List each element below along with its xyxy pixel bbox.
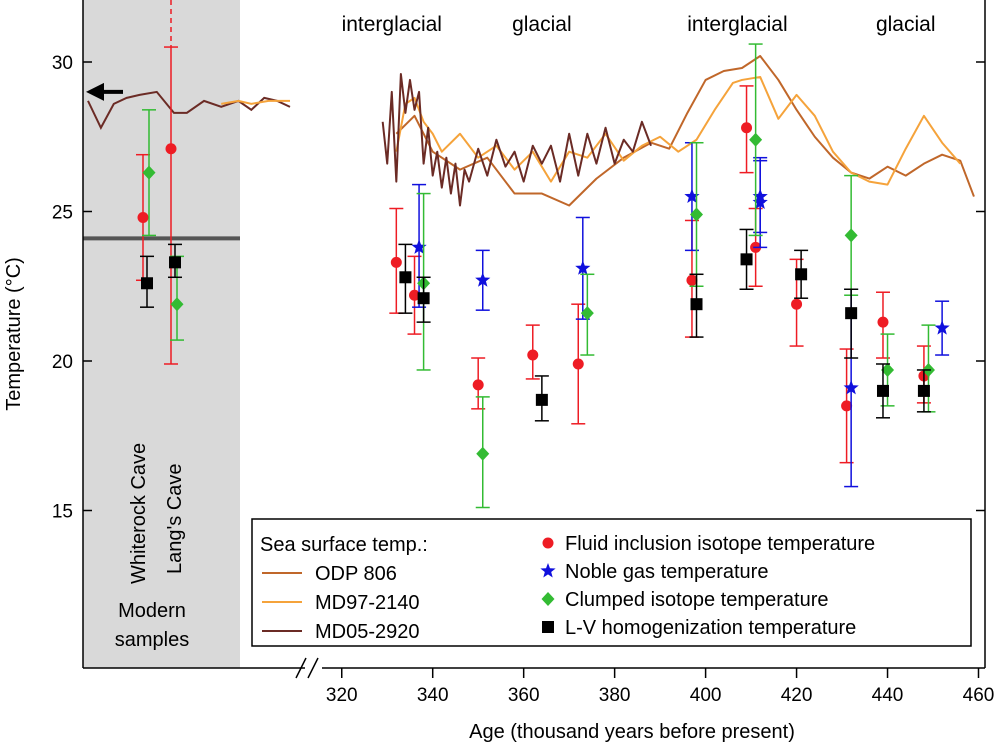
y-axis-ticks: 15 20 25 30: [52, 53, 985, 523]
star-point: [411, 239, 427, 254]
square-point: [740, 253, 753, 266]
diamond-point: [476, 446, 490, 461]
legend-marker-star: [540, 563, 556, 578]
legend-sst-heading: Sea surface temp.:: [260, 534, 428, 556]
y-tick-label: 25: [52, 203, 73, 224]
y-axis-title: Temperature (°C): [3, 257, 25, 411]
circle-point: [527, 349, 539, 361]
diamond-point: [881, 362, 895, 377]
modern-square-point: [169, 256, 181, 269]
sst-series-lines: [381, 55, 975, 207]
x-axis-ticks: 320 340 360 380 400 420 440 460: [326, 668, 994, 706]
circle-point: [390, 256, 402, 268]
circle-point: [841, 400, 853, 412]
star-point: [752, 194, 768, 210]
x-axis-title: Age (thousand years before present): [469, 721, 795, 743]
modern-circle-point: [137, 211, 149, 223]
circle-point: [572, 358, 584, 370]
legend-label: MD05-2920: [315, 621, 420, 643]
sst-line-md05-2920: [381, 72, 652, 207]
modern-square-point: [141, 277, 153, 290]
diamond-point: [749, 132, 763, 147]
legend-marker-diamond: [541, 592, 555, 606]
period-label: interglacial: [687, 13, 787, 36]
circle-point: [686, 274, 698, 286]
legend-marker-square: [542, 621, 554, 633]
circle-point: [791, 298, 803, 310]
x-tick-label: 320: [326, 685, 358, 706]
y-tick-label: 15: [52, 502, 73, 523]
star-point: [575, 260, 591, 275]
legend: Sea surface temp.: ODP 806 MD97-2140 MD05-…: [251, 518, 972, 647]
modern-diamond-point: [170, 297, 184, 312]
star-point: [475, 272, 491, 287]
square-point: [917, 384, 930, 397]
diamond-point: [844, 228, 858, 243]
x-tick-label: 340: [417, 685, 449, 706]
x-tick-label: 460: [963, 685, 995, 706]
legend-label: Fluid inclusion isotope temperature: [565, 533, 875, 555]
square-point: [845, 307, 858, 320]
x-tick-label: 440: [872, 685, 904, 706]
modern-sst-arrow-icon: [86, 82, 123, 101]
square-point: [795, 268, 808, 281]
square-point: [399, 271, 412, 284]
legend-label: Clumped isotope temperature: [565, 589, 828, 611]
square-point: [690, 298, 703, 311]
legend-label: ODP 806: [315, 563, 397, 585]
y-tick-label: 20: [52, 352, 73, 373]
x-tick-label: 360: [508, 685, 540, 706]
cave-label-langs: Lang's Cave: [164, 463, 186, 574]
modern-sst-traces: [87, 90, 291, 130]
circle-point: [472, 379, 484, 391]
cave-label-whiterock: Whiterock Cave: [128, 443, 150, 584]
x-tick-label: 420: [781, 685, 813, 706]
legend-box: [251, 518, 972, 647]
modern-sample-points: [136, 0, 184, 365]
y-tick-label: 30: [52, 53, 73, 74]
x-tick-label: 400: [690, 685, 722, 706]
period-label: glacial: [512, 13, 572, 36]
proxy-data-points: [389, 43, 950, 509]
legend-label: MD97-2140: [315, 592, 420, 614]
diamond-point: [690, 207, 704, 222]
legend-label: Noble gas temperature: [565, 561, 768, 583]
arrow-head: [86, 82, 104, 101]
star-point: [684, 188, 700, 204]
period-label: interglacial: [342, 13, 442, 36]
circle-point: [741, 122, 753, 134]
legend-marker-circle: [542, 537, 554, 549]
x-tick-label: 380: [599, 685, 631, 706]
modern-samples-panel: [83, 0, 240, 668]
star-point: [934, 320, 950, 335]
square-point: [535, 393, 548, 406]
sst-line-odp 806: [395, 55, 975, 207]
circle-point: [877, 316, 889, 328]
axis-break-mark: [307, 657, 319, 679]
period-labels: interglacial glacial interglacial glacial: [342, 13, 936, 36]
modern-caption-line2: samples: [115, 629, 189, 651]
star-point: [843, 379, 859, 395]
modern-caption-line1: Modern: [118, 600, 186, 622]
modern-circle-point: [165, 143, 177, 155]
modern-diamond-point: [142, 165, 156, 180]
square-point: [417, 292, 430, 305]
circle-point: [409, 289, 421, 301]
legend-label: L-V homogenization temperature: [565, 617, 856, 639]
diamond-point: [580, 306, 594, 321]
square-point: [876, 384, 889, 397]
axis-break-mark: [295, 657, 307, 679]
modern-trace-md97-2140: [221, 99, 290, 105]
period-label: glacial: [876, 13, 936, 36]
